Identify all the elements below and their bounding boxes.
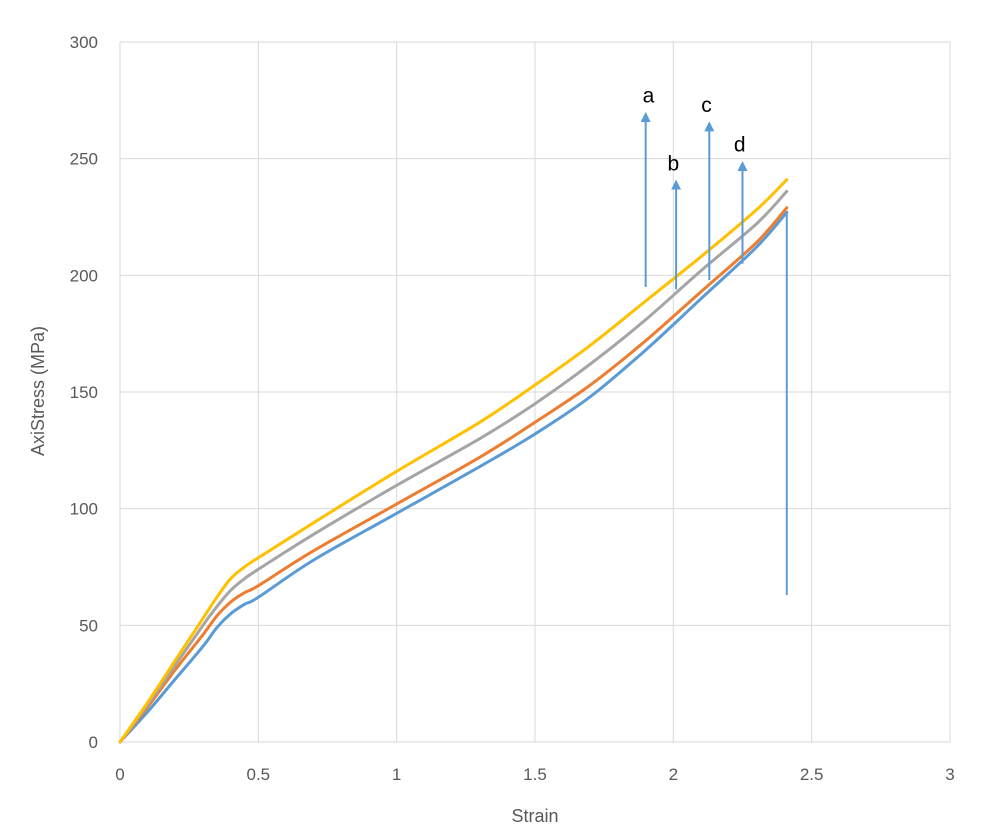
y-tick-label: 100 xyxy=(70,500,98,519)
x-tick-label: 0.5 xyxy=(247,765,271,784)
series-line-1 xyxy=(118,210,789,744)
series-line-4 xyxy=(118,178,789,744)
x-axis-title: Strain xyxy=(511,806,558,826)
x-tick-label: 2.5 xyxy=(800,765,824,784)
y-tick-labels: 0 50 100 150 200 250 300 xyxy=(70,33,98,752)
series-line-2 xyxy=(118,206,789,744)
annotation-label-a: a xyxy=(643,85,655,108)
x-tick-labels: 0 0.5 1 1.5 2 2.5 3 xyxy=(115,765,954,784)
y-axis-title: AxiStress (MPa) xyxy=(28,326,48,456)
y-tick-label: 200 xyxy=(70,266,98,285)
y-tick-label: 300 xyxy=(70,33,98,52)
y-tick-label: 250 xyxy=(70,150,98,169)
annotation-label-d: d xyxy=(734,134,746,157)
annotations: a b cd xyxy=(640,85,748,290)
gridlines xyxy=(119,41,951,743)
data-series xyxy=(118,178,789,744)
series-line-3 xyxy=(118,189,789,744)
x-tick-label: 1.5 xyxy=(523,765,547,784)
x-tick-label: 0 xyxy=(115,765,124,784)
annotation-label-b: b xyxy=(667,152,679,175)
y-tick-label: 0 xyxy=(89,733,98,752)
x-tick-label: 3 xyxy=(945,765,954,784)
x-tick-label: 1 xyxy=(392,765,401,784)
x-tick-label: 2 xyxy=(669,765,678,784)
y-tick-label: 150 xyxy=(70,383,98,402)
y-tick-label: 50 xyxy=(79,616,98,635)
annotation-label-c: c xyxy=(701,94,712,117)
